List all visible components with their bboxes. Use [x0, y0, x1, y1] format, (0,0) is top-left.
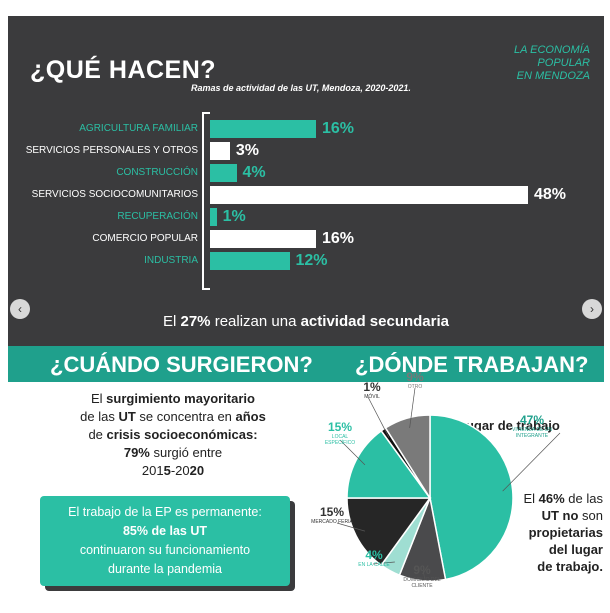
bar — [210, 142, 230, 160]
pie-slice-label: 47% VIVIENDA DE UN INTEGRANTE — [510, 413, 554, 439]
callout-line: continuaron su funcionamiento — [79, 543, 251, 557]
ownership-note: El 46% de las UT no son propietarias del… — [483, 490, 603, 575]
pie-slice — [380, 426, 431, 499]
bar-value-label: 4% — [242, 164, 266, 181]
owner-strong: 46% — [538, 491, 565, 506]
pie-slice-name: OTRO — [407, 384, 423, 390]
when-text-part: de las — [80, 409, 119, 424]
pie-slice-name: EN LA CALLE — [358, 562, 390, 568]
when-text-part: de — [88, 427, 107, 442]
bar-category-label: CONSTRUCCIÓN — [116, 167, 198, 178]
bar-category-label: SERVICIOS PERSONALES Y OTROS — [25, 145, 198, 156]
bar — [210, 230, 316, 248]
callout-line: durante la pandemia — [108, 562, 222, 576]
when-text-part: se concentra en — [135, 409, 236, 424]
when-text-part: -20 — [170, 463, 190, 478]
bar-value-label: 12% — [295, 252, 328, 269]
bar-value-label: 48% — [534, 186, 567, 203]
secondary-strong: actividad secundaria — [300, 313, 449, 330]
pie-slice-value: 9% — [413, 563, 431, 577]
when-text-strong: UT — [118, 409, 136, 424]
owner-strong: propietarias — [528, 525, 603, 540]
pie-slice-name: LOCAL ESPECÍFICO — [324, 434, 356, 446]
bar-category-label: RECUPERACIÓN — [117, 211, 198, 222]
activity-panel: ¿QUÉ HACEN? LA ECONOMÍA POPULAR EN MENDO… — [8, 16, 604, 346]
when-text-part: El — [91, 391, 107, 406]
brand-line: EN MENDOZA — [516, 70, 590, 82]
pie-slice-name: VIVIENDA DE UN INTEGRANTE — [511, 427, 552, 439]
callout-line: El trabajo de la EP es permanente: — [68, 505, 262, 519]
section-band — [8, 346, 604, 382]
bar-value-label: 16% — [322, 230, 355, 247]
pie-leader-line — [409, 387, 416, 428]
owner-strong: del lugar — [548, 542, 603, 557]
pie-slice-label: 1% MÓVIL — [350, 380, 394, 400]
owner-text: son — [578, 508, 603, 523]
pie-slice-value: 47% — [519, 413, 545, 427]
pie-slice-name: DOMICILIO DEL CLIENTE — [403, 577, 441, 589]
owner-text: de las — [564, 491, 603, 506]
bar-category-label: INDUSTRIA — [144, 255, 198, 266]
bar-category-label: AGRICULTURA FAMILIAR — [79, 123, 198, 134]
pandemic-callout: El trabajo de la EP es permanente: 85% d… — [40, 496, 290, 586]
chart-axis-bracket — [202, 112, 210, 290]
secondary-text: realizan una — [210, 313, 301, 330]
when-text-part: surgió entre — [149, 445, 223, 460]
pie-slice-label: 4% EN LA CALLE — [352, 548, 396, 568]
bar — [210, 186, 528, 204]
bar-value-label: 1% — [222, 208, 246, 225]
when-text-strong: 5 — [163, 463, 171, 478]
bar-value-label: 3% — [235, 142, 259, 159]
bar-value-label: 16% — [322, 120, 355, 137]
owner-text: El — [523, 491, 539, 506]
chart-title: Ramas de actividad de las UT, Mendoza, 2… — [191, 83, 411, 93]
pie-slice-value: 15% — [327, 420, 353, 434]
where-section-title: ¿DÓNDE TRABAJAN? — [355, 352, 589, 377]
when-text-strong: surgimiento mayoritario — [106, 391, 255, 406]
bar — [210, 208, 217, 226]
pie-slice-value: 1% — [363, 380, 381, 394]
brand-line: LA ECONOMÍA — [514, 44, 590, 56]
bar-category-label: COMERCIO POPULAR — [92, 233, 198, 244]
pie-slice-name: MÓVIL — [364, 394, 380, 400]
pie-leader-line — [502, 432, 561, 492]
pie-slice-value: 15% — [319, 505, 345, 519]
bar — [210, 164, 237, 182]
pie-slice-label: 15% LOCAL ESPECÍFICO — [318, 420, 362, 446]
pie-slice-value: 4% — [365, 548, 383, 562]
pie-leader-line — [367, 396, 390, 438]
when-text-strong: 20 — [189, 463, 205, 478]
pie-slice — [384, 414, 431, 501]
brand-logo-text: LA ECONOMÍA POPULAR EN MENDOZA — [470, 44, 590, 83]
carousel-next-button[interactable]: › — [582, 299, 602, 319]
callout-line-strong: 85% de las UT — [122, 524, 208, 538]
pie-slice-value: 9% — [406, 370, 424, 384]
when-text-strong: 79% — [123, 445, 150, 460]
when-text-part: 201 — [141, 463, 164, 478]
pie-slice-label: 9% OTRO — [393, 370, 437, 390]
when-text-strong: crisis socioeconómicas: — [106, 427, 258, 442]
infographic: ¿QUÉ HACEN? LA ECONOMÍA POPULAR EN MENDO… — [8, 16, 604, 596]
owner-strong: UT no — [541, 508, 579, 523]
owner-strong: de trabajo. — [537, 559, 603, 574]
secondary-text: El — [162, 313, 181, 330]
when-text-strong: años — [235, 409, 266, 424]
bar-category-label: SERVICIOS SOCIOCOMUNITARIOS — [31, 189, 198, 200]
when-text: El surgimiento mayoritario de las UT se … — [28, 390, 318, 480]
brand-line: POPULAR — [537, 57, 590, 69]
secondary-pct: 27% — [180, 313, 211, 330]
bar — [210, 252, 290, 270]
page-title: ¿QUÉ HACEN? — [30, 56, 217, 84]
carousel-prev-button[interactable]: ‹ — [10, 299, 30, 319]
pie-slice-name: MERCADO FERIA — [311, 519, 353, 525]
secondary-activity-note: El 27% realizan una actividad secundaria — [8, 313, 604, 330]
when-section-title: ¿CUÁNDO SURGIERON? — [50, 352, 313, 377]
bar — [210, 120, 316, 138]
pie-slice-label: 15% MERCADO FERIA — [310, 505, 354, 525]
pie-slice-label: 9% DOMICILIO DEL CLIENTE — [400, 563, 444, 589]
